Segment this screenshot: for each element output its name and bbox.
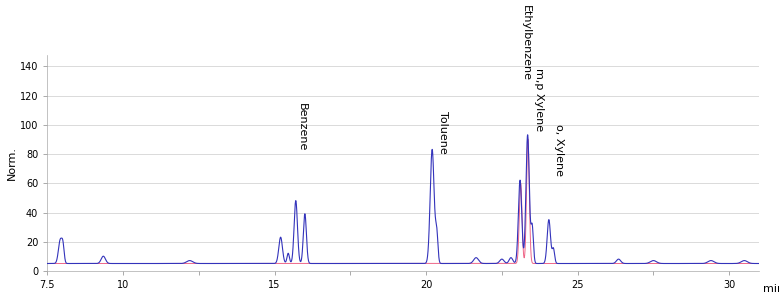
X-axis label: min: min: [763, 284, 779, 294]
Text: m,p Xylene: m,p Xylene: [534, 68, 544, 131]
Text: Ethylbenzene: Ethylbenzene: [521, 5, 531, 81]
Text: Toluene: Toluene: [438, 111, 448, 154]
Text: Benzene: Benzene: [297, 103, 307, 151]
Y-axis label: Norm.: Norm.: [7, 146, 17, 180]
Text: o, Xylene: o, Xylene: [555, 124, 565, 176]
